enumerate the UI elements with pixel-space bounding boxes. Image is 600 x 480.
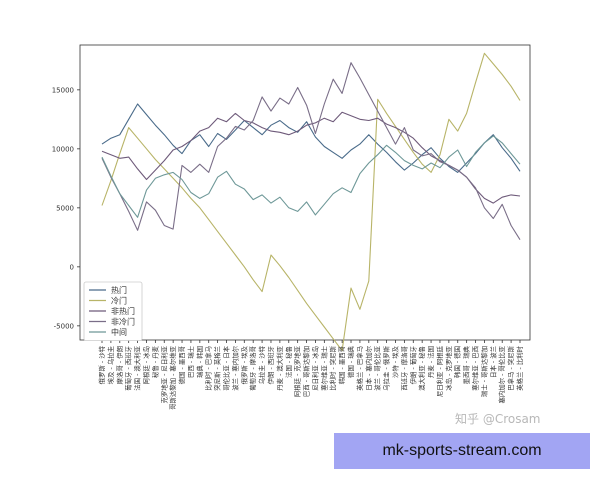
x-tick-label: 尼日利亚 - 冰岛 (310, 346, 319, 391)
x-tick-label: 埃及 - 乌拉圭 (106, 345, 115, 384)
x-tick-label: 葡萄牙 - 摩洛哥 (248, 345, 257, 390)
series-line-1 (101, 103, 521, 173)
x-tick-label: 乌拉圭 - 俄罗斯 (382, 345, 391, 390)
x-tick-label: 丹麦 - 法国 (426, 346, 435, 378)
x-tick-label: 俄罗斯 - 埃及 (239, 345, 248, 384)
x-tick-label: 西班牙 - 摩洛哥 (399, 345, 408, 390)
x-tick-label: 法国 - 澳大利亚 (133, 345, 142, 390)
x-tick-label: 伊朗 - 葡萄牙 (408, 346, 417, 384)
x-tick-label: 英格兰 - 巴拿马 (355, 346, 364, 391)
x-tick-label: 阿根廷 - 冰岛 (142, 346, 151, 384)
series-line-2 (101, 52, 521, 352)
x-tick-label: 英格兰 - 比利时 (515, 345, 524, 390)
y-tick-label: 10000 (52, 145, 74, 153)
x-tick-label: 沙特 - 埃及 (391, 345, 400, 378)
y-tick-label: 5000 (56, 204, 74, 212)
x-tick-label: 德国 - 瑞典 (346, 345, 355, 378)
x-tick-label: 葡萄牙 - 西班牙 (124, 346, 133, 391)
x-tick-label: 韩国 - 德国 (453, 346, 462, 378)
x-tick-label: 哥斯达黎加 - 塞尔维亚 (168, 345, 177, 409)
x-tick-label: 丹麦 - 澳大利亚 (275, 345, 284, 390)
x-tick-label: 墨西哥 - 瑞典 (462, 345, 471, 384)
x-tick-label: 冰岛 - 克罗地亚 (444, 345, 453, 390)
x-tick-label: 日本 - 塞内加尔 (364, 345, 373, 390)
x-tick-label: 尼日利亚 - 阿根廷 (435, 345, 444, 397)
legend-label: 冷门 (111, 296, 127, 306)
y-tick-label: 0 (70, 263, 74, 271)
x-axis: 俄罗斯 - 沙特 埃及 - 乌拉圭 摩洛哥 - 伊朗 葡萄牙 - 西班牙 法国 - 澳大… (97, 340, 524, 410)
x-tick-label: 澳大利亚 - 秘鲁 (417, 346, 426, 391)
x-tick-label: 秘鲁 - 丹麦 (150, 345, 159, 378)
x-tick-label: 巴西 - 瑞士 (186, 345, 195, 378)
legend-label: 中间 (111, 327, 127, 337)
x-tick-label: 伊朗 - 西班牙 (266, 346, 275, 384)
x-tick-label: 阿根廷 - 克罗地亚 (293, 345, 302, 397)
x-tick-label: 塞内加尔 - 哥伦比亚 (497, 345, 506, 403)
x-tick-label: 比利时 - 突尼斯 (328, 345, 337, 390)
x-tick-label: 突尼斯 - 英格兰 (213, 345, 222, 390)
x-tick-label: 波兰 - 塞内加尔 (230, 345, 239, 390)
axes-frame (79, 44, 531, 341)
series-line-3 (101, 111, 521, 204)
x-tick-label: 俄罗斯 - 沙特 (97, 345, 106, 384)
plot-area (79, 44, 531, 352)
legend-box (83, 281, 143, 341)
y-tick-label: -5000 (54, 322, 74, 330)
x-tick-label: 乌拉圭 - 沙特 (257, 345, 266, 384)
x-tick-label: 摩洛哥 - 伊朗 (115, 346, 124, 384)
y-tick-label: 15000 (52, 86, 74, 94)
watermark-text: 知乎 @Crosam (455, 412, 541, 426)
x-tick-label: 巴西 - 哥斯达黎加 (302, 346, 311, 397)
x-tick-label: 韩国 - 墨西哥 (337, 345, 346, 384)
series-line-5 (101, 135, 521, 218)
x-tick-label: 比利时 - 巴拿马 (204, 346, 213, 391)
legend-label: 热门 (111, 285, 127, 295)
legend-label: 非冷门 (111, 317, 135, 327)
x-tick-label: 法国 - 秘鲁 (284, 346, 293, 378)
x-tick-label: 塞尔维亚 - 瑞士 (319, 345, 328, 390)
x-tick-label: 克罗地亚 - 尼日利亚 (159, 345, 168, 403)
x-tick-label: 塞尔维亚 - 巴西 (471, 346, 480, 391)
legend-label: 非热门 (111, 306, 135, 316)
x-tick-label: 德国 - 墨西哥 (177, 345, 186, 384)
x-tick-label: 瑞士 - 哥斯达黎加 (479, 346, 488, 397)
x-tick-label: 哥伦比亚 - 日本 (222, 345, 231, 390)
x-tick-label: 巴拿马 - 突尼斯 (506, 345, 515, 390)
y-axis: -5000 0 5000 10000 15000 (52, 86, 80, 330)
site-banner[interactable]: mk-sports-stream.com (334, 433, 590, 469)
x-tick-label: 日本 - 波兰 (488, 345, 497, 378)
x-tick-label: 波兰 - 哥伦比亚 (373, 345, 382, 390)
x-tick-label: 瑞典 - 韩国 (195, 346, 204, 378)
series-line-4 (101, 62, 521, 240)
